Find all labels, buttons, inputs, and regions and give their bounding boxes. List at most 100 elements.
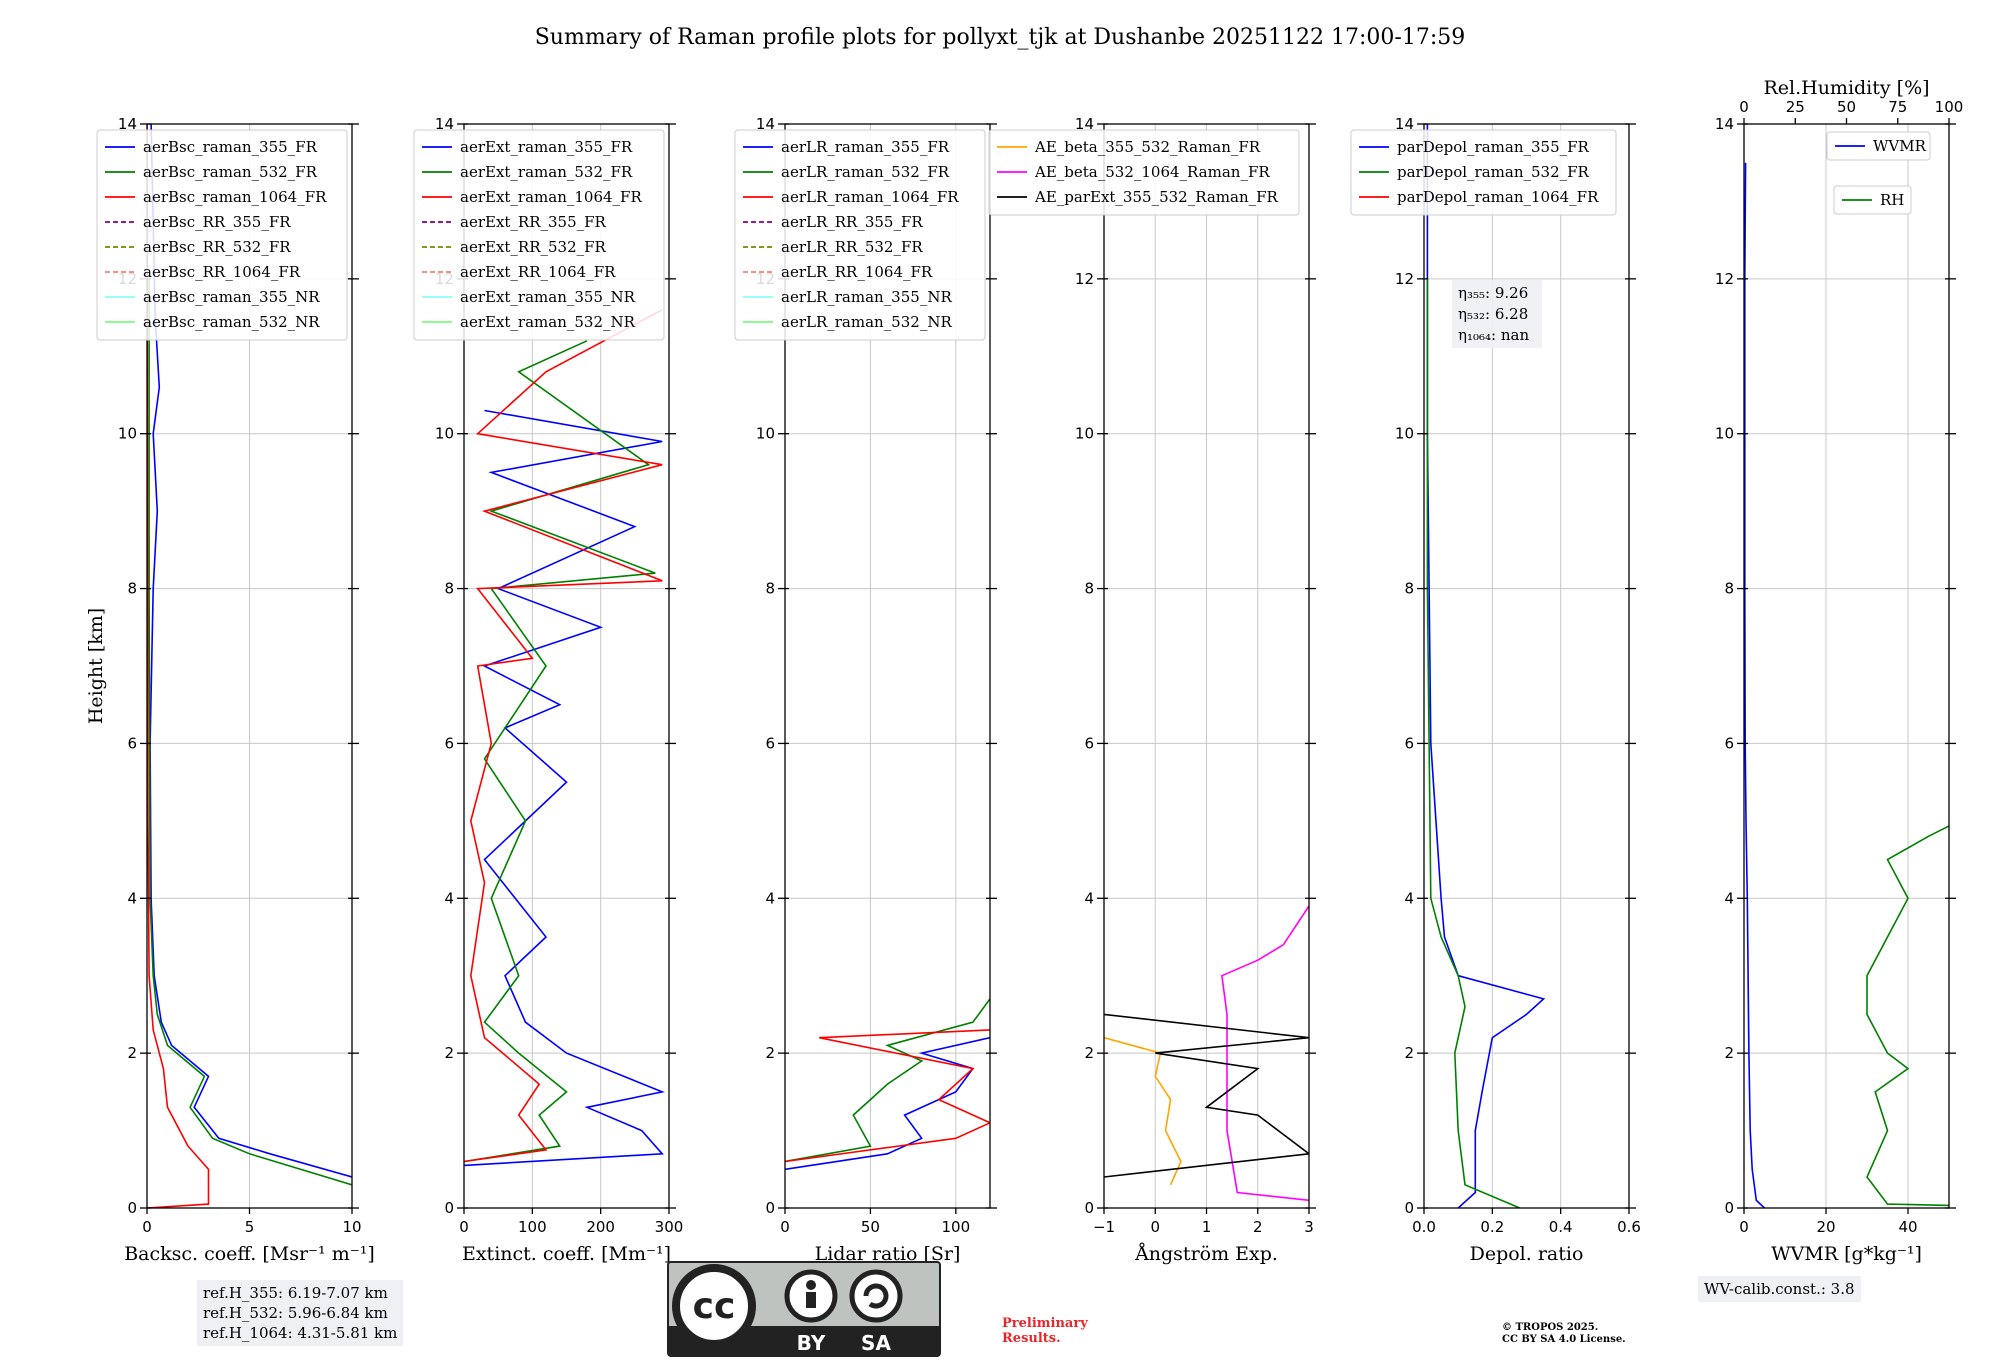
legend-label: aerExt_raman_355_FR [460, 138, 633, 156]
series-line-aerLR_raman_355_FR [785, 1036, 990, 1171]
wv-calib-const: WV-calib.const.: 3.8 [1704, 1280, 1855, 1298]
legend-label: aerBsc_raman_355_FR [143, 138, 318, 156]
legend-label: aerBsc_raman_532_NR [143, 313, 320, 331]
legend-label: aerExt_raman_1064_FR [460, 188, 642, 206]
y-tick-label: 10 [1075, 425, 1094, 443]
x-tick-label: 0 [780, 1218, 790, 1236]
x-axis-label: Extinct. coeff. [Mm⁻¹] [462, 1243, 671, 1265]
legend-box [1826, 131, 1931, 161]
y-tick-label: 0 [1404, 1199, 1414, 1217]
series-line-aerBsc_raman_355_FR [149, 124, 352, 1178]
y-tick-label: 4 [127, 889, 137, 907]
top-x-tick-label: 25 [1786, 98, 1805, 116]
legend-label: aerLR_raman_355_FR [781, 138, 950, 156]
y-tick-label: 0 [1084, 1199, 1094, 1217]
x-tick-label: 100 [518, 1218, 547, 1236]
ref-h-532: ref.H_532: 5.96-6.84 km [203, 1304, 388, 1322]
x-tick-label: 100 [942, 1218, 971, 1236]
x-tick-label: 5 [245, 1218, 255, 1236]
legend-label: aerExt_RR_1064_FR [460, 263, 616, 281]
y-tick-label: 14 [1715, 115, 1734, 133]
by-label: BY [797, 1331, 826, 1355]
x-tick-label: 0 [1739, 1218, 1749, 1236]
legend-label: aerExt_raman_532_FR [460, 163, 633, 181]
legend-box [734, 129, 986, 341]
panel-bsc: 024681012140510Backsc. coeff. [Msr⁻¹ m⁻¹… [85, 115, 375, 1265]
x-tick-label: 0.0 [1412, 1218, 1436, 1236]
legend-box [96, 129, 348, 341]
x-tick-label: 0 [459, 1218, 469, 1236]
legend-box [1350, 129, 1617, 216]
legend-label: aerExt_RR_532_FR [460, 238, 607, 256]
y-tick-label: 6 [1404, 734, 1414, 752]
legend-label: aerLR_raman_1064_FR [781, 188, 959, 206]
sa-label: SA [861, 1331, 891, 1355]
y-tick-label: 6 [765, 734, 775, 752]
series-line-parDepol_raman_532_FR [1426, 278, 1521, 1208]
y-tick-label: 14 [756, 115, 775, 133]
x-tick-label: 2 [1253, 1218, 1263, 1236]
series-line-aerExt_raman_532_FR [464, 340, 656, 1163]
y-tick-label: 0 [444, 1199, 454, 1217]
y-tick-label: 14 [118, 115, 137, 133]
y-tick-label: 8 [444, 580, 454, 598]
y-tick-label: 0 [1724, 1199, 1734, 1217]
axes-frame [784, 123, 991, 1209]
share-alike-icon [849, 1269, 903, 1323]
legend-box [413, 129, 665, 341]
y-tick-label: 4 [1404, 889, 1414, 907]
reference-height-box: ref.H_355: 6.19-7.07 km ref.H_532: 5.96-… [197, 1280, 404, 1346]
y-tick-label: 2 [1084, 1044, 1094, 1062]
x-tick-label: 0.2 [1480, 1218, 1504, 1236]
series-line-aerExt_raman_355_FR [464, 409, 665, 1167]
legend-label: aerBsc_RR_532_FR [143, 238, 291, 256]
series-line-aerLR_raman_532_FR [785, 998, 990, 1163]
legend-label: aerBsc_raman_532_FR [143, 163, 318, 181]
cc-label: cc [693, 1286, 736, 1327]
legend-label: AE_beta_355_532_Raman_FR [1034, 138, 1261, 156]
y-tick-label: 10 [1715, 425, 1734, 443]
y-tick-label: 8 [127, 580, 137, 598]
cc-license-badge: cc BY SA [667, 1261, 941, 1357]
legend-label: aerExt_RR_355_FR [460, 213, 607, 231]
copyright-note: © TROPOS 2025. CC BY SA 4.0 License. [1502, 1322, 1626, 1346]
ref-h-1064: ref.H_1064: 4.31-5.81 km [203, 1324, 398, 1342]
panels: 024681012140510Backsc. coeff. [Msr⁻¹ m⁻¹… [85, 77, 1963, 1265]
y-tick-label: 2 [444, 1044, 454, 1062]
preliminary-results-note: Preliminary Results. [1002, 1316, 1088, 1346]
legend-label: WVMR [1873, 137, 1927, 155]
legend-box [1833, 185, 1912, 215]
x-axis-label: Depol. ratio [1470, 1243, 1584, 1265]
legend-label: aerBsc_raman_1064_FR [143, 188, 327, 206]
eta-label: η₁₀₆₄: nan [1458, 326, 1529, 344]
y-tick-label: 14 [1395, 115, 1414, 133]
legend-label: aerLR_raman_532_FR [781, 163, 950, 181]
y-tick-label: 4 [765, 889, 775, 907]
y-tick-label: 4 [1724, 889, 1734, 907]
eta-box [1452, 280, 1542, 348]
series-line-parDepol_raman_355_FR [1426, 124, 1546, 1208]
legend-label: aerBsc_raman_355_NR [143, 288, 320, 306]
series-line-AE_parExt_355_532_Raman_FR [1104, 1013, 1309, 1178]
y-tick-label: 12 [1395, 270, 1414, 288]
legend-label: aerExt_raman_355_NR [460, 288, 636, 306]
x-tick-label: 50 [861, 1218, 880, 1236]
y-tick-label: 4 [444, 889, 454, 907]
legend-box [988, 129, 1300, 216]
y-axis-label: Height [km] [85, 608, 107, 724]
axes-frame [463, 123, 670, 1209]
y-tick-label: 10 [118, 425, 137, 443]
y-tick-label: 6 [1724, 734, 1734, 752]
panel-wv: 0 2 4 6 8 10 12 14 0 20 40 WVMR [g*kg⁻¹] 0 25 50 75 100 R… [1715, 77, 1963, 1265]
top-x-tick-label: 75 [1888, 98, 1907, 116]
y-tick-label: 4 [1084, 889, 1094, 907]
panel-ext: 024681012140100200300Extinct. coeff. [Mm… [413, 115, 683, 1265]
y-tick-label: 2 [1404, 1044, 1414, 1062]
y-tick-label: 10 [435, 425, 454, 443]
copyright-line-2: CC BY SA 4.0 License. [1502, 1334, 1626, 1345]
x-tick-label: 40 [1898, 1218, 1917, 1236]
x-tick-label: 200 [586, 1218, 615, 1236]
legend-label: RH [1880, 191, 1904, 209]
